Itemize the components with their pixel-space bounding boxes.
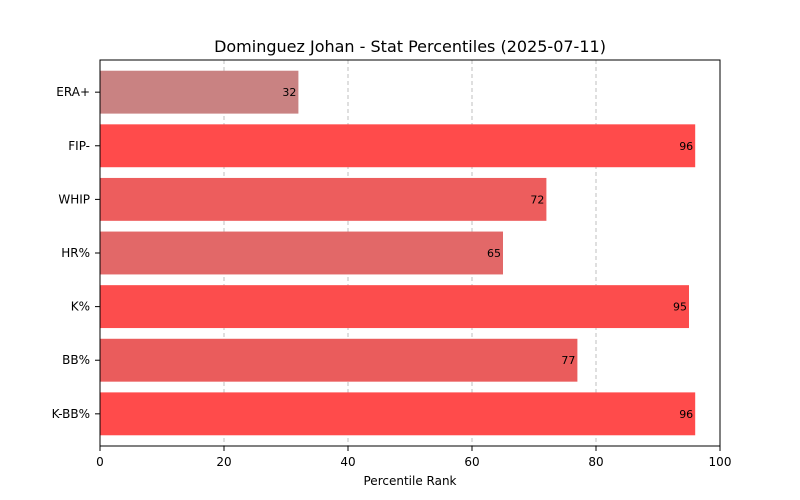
bar-value-label: 96	[679, 140, 693, 153]
x-axis-ticks: 0 20 40 60 80 100	[96, 446, 731, 469]
y-tick-label: WHIP	[58, 192, 90, 206]
bar-value-label: 96	[679, 408, 693, 421]
x-axis-label: Percentile Rank	[364, 474, 457, 488]
bar	[100, 285, 689, 329]
bar-value-label: 65	[487, 247, 501, 260]
bar	[100, 338, 578, 382]
bar-value-label: 77	[561, 354, 575, 367]
y-tick-label: ERA+	[56, 85, 90, 99]
x-tick-label: 0	[96, 455, 104, 469]
x-tick-label: 20	[216, 455, 231, 469]
x-tick-label: 80	[588, 455, 603, 469]
y-axis-ticks: ERA+ FIP- WHIP HR% K% BB% K-BB%	[52, 85, 100, 421]
bar	[100, 124, 696, 168]
y-tick-label: BB%	[62, 353, 90, 367]
y-tick-label: FIP-	[68, 139, 90, 153]
bar-value-label: 72	[530, 193, 544, 206]
chart-title: Dominguez Johan - Stat Percentiles (2025…	[214, 37, 606, 56]
y-tick-label: K-BB%	[52, 407, 90, 421]
bar	[100, 392, 696, 436]
x-tick-label: 100	[709, 455, 732, 469]
bar-value-label: 32	[282, 86, 296, 99]
bar	[100, 70, 299, 114]
x-tick-label: 40	[340, 455, 355, 469]
bar	[100, 177, 547, 221]
bar-value-label: 95	[673, 301, 687, 314]
x-tick-label: 60	[464, 455, 479, 469]
y-tick-label: K%	[71, 300, 90, 314]
bars: 32 96 72 65 95 77 96	[100, 70, 696, 436]
bar	[100, 231, 503, 275]
y-tick-label: HR%	[61, 246, 90, 260]
